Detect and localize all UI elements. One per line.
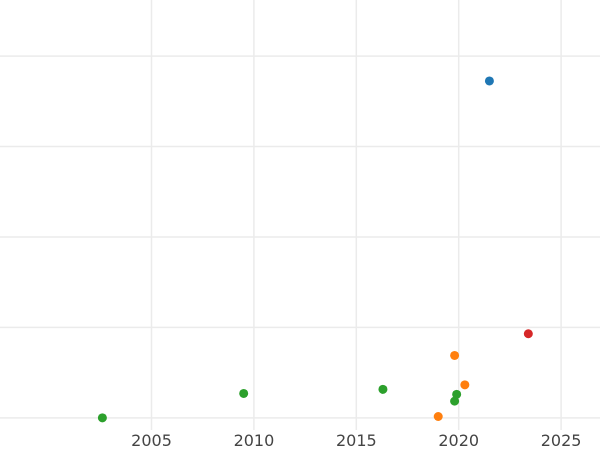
data-point	[523, 329, 533, 339]
data-point	[460, 380, 470, 390]
x-tick-label: 2010	[234, 431, 275, 450]
data-point	[452, 389, 462, 399]
data-point	[433, 412, 443, 422]
x-axis-ticks: 2005 2010 2015 2020 2025	[131, 431, 581, 450]
y-gridlines	[0, 55, 600, 419]
x-gridlines	[150, 0, 562, 430]
data-point	[378, 384, 388, 394]
data-point	[484, 76, 494, 86]
x-tick-label: 2020	[438, 431, 479, 450]
x-tick-label: 2015	[336, 431, 377, 450]
x-tick-label: 2025	[541, 431, 582, 450]
data-point	[239, 388, 249, 398]
data-point	[97, 413, 107, 423]
data-points	[97, 76, 533, 423]
x-tick-label: 2005	[131, 431, 172, 450]
data-point	[450, 396, 460, 406]
data-point	[450, 350, 460, 360]
